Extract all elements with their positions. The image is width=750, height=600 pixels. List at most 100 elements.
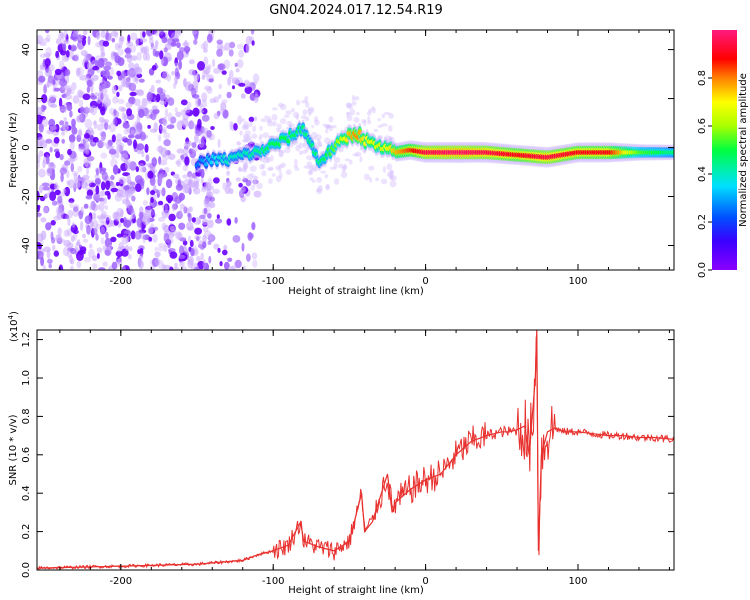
- noise-cell: [201, 74, 206, 80]
- noise-cell: [140, 44, 144, 55]
- noise-cell: [103, 214, 112, 221]
- spread-cell: [386, 163, 393, 171]
- noise-cell: [70, 248, 77, 255]
- noise-cell: [65, 50, 70, 58]
- noise-cell: [246, 81, 254, 88]
- noise-cell: [88, 182, 96, 188]
- noise-cell: [231, 77, 239, 85]
- noise-cell: [237, 115, 243, 125]
- noise-cell: [55, 50, 60, 59]
- noise-cell: [146, 205, 152, 215]
- noise-cell: [150, 259, 154, 265]
- spread-cell: [283, 114, 290, 118]
- spread-cell: [317, 185, 323, 192]
- noise-cell: [129, 181, 136, 187]
- noise-cell: [227, 266, 235, 270]
- noise-cell: [149, 176, 156, 187]
- noise-cell: [176, 148, 185, 154]
- noise-cell: [86, 168, 89, 175]
- spread-cell: [285, 169, 292, 176]
- noise-cell: [176, 50, 184, 61]
- spread-cell: [243, 135, 250, 143]
- noise-cell: [121, 136, 128, 142]
- noise-cell: [105, 30, 109, 41]
- noise-cell: [60, 172, 64, 183]
- noise-cell: [110, 52, 115, 61]
- noise-cell: [147, 225, 154, 235]
- noise-cell: [105, 231, 109, 240]
- y-tick-label: -20: [21, 188, 32, 204]
- noise-cell: [210, 126, 215, 130]
- x-tick-label: 100: [568, 276, 587, 287]
- noise-cell: [157, 134, 162, 142]
- noise-cell: [141, 97, 148, 108]
- noise-cell: [142, 31, 146, 38]
- spread-cell: [382, 166, 386, 173]
- noise-cell: [159, 125, 164, 130]
- noise-cell: [122, 198, 127, 205]
- noise-cell: [72, 208, 80, 217]
- noise-cell: [216, 48, 223, 57]
- colorbar-gradient: [712, 30, 737, 270]
- spread-cell: [276, 123, 282, 130]
- noise-cell: [106, 124, 112, 130]
- noise-cell: [89, 205, 95, 210]
- noise-cell: [86, 225, 91, 235]
- noise-cell: [172, 267, 181, 270]
- noise-cell: [80, 206, 84, 214]
- noise-cell: [212, 58, 216, 68]
- noise-cell: [111, 134, 116, 143]
- noise-cell: [98, 190, 107, 197]
- spread-cell: [388, 172, 393, 180]
- noise-cell: [179, 253, 187, 262]
- noise-cell: [117, 48, 124, 56]
- noise-cell: [97, 215, 105, 220]
- noise-cell: [90, 200, 96, 211]
- noise-cell: [184, 246, 188, 256]
- spread-cell: [252, 125, 257, 133]
- spread-cell: [318, 140, 323, 148]
- x-tick-label: 0: [422, 576, 428, 587]
- noise-cell: [124, 160, 129, 170]
- noise-cell: [116, 91, 120, 98]
- noise-cell: [131, 209, 136, 220]
- noise-cell: [107, 139, 113, 147]
- noise-cell: [226, 218, 232, 226]
- noise-cell: [190, 248, 195, 257]
- noise-cell: [121, 70, 126, 79]
- noise-cell: [223, 59, 231, 70]
- noise-cell: [59, 192, 66, 197]
- noise-cell: [85, 149, 90, 156]
- noise-cell: [68, 134, 76, 143]
- noise-cell: [102, 261, 108, 267]
- spread-cell: [340, 171, 348, 179]
- noise-cell: [148, 208, 155, 216]
- noise-cell: [99, 168, 106, 175]
- noise-cell: [183, 206, 188, 214]
- noise-cell: [172, 38, 180, 43]
- noise-cell: [72, 95, 80, 104]
- noise-cell: [142, 166, 147, 173]
- spread-cell: [368, 108, 373, 113]
- noise-cell: [133, 66, 142, 73]
- noise-cell: [100, 181, 106, 191]
- spread-cell: [244, 130, 251, 137]
- noise-cell: [167, 112, 173, 122]
- noise-cell: [98, 202, 105, 212]
- spread-cell: [303, 165, 308, 169]
- spread-cell: [367, 120, 372, 125]
- noise-cell: [95, 31, 101, 40]
- noise-cell: [193, 187, 201, 195]
- spread-cell: [295, 114, 300, 120]
- x-tick-label: 0: [422, 276, 428, 287]
- y-tick-label: 20: [21, 92, 32, 105]
- noise-cell: [73, 206, 79, 213]
- noise-cell: [60, 31, 64, 39]
- spread-cell: [349, 108, 356, 116]
- noise-cell: [217, 138, 221, 148]
- noise-cell: [110, 236, 117, 243]
- noise-cell: [137, 149, 142, 155]
- noise-cell: [191, 217, 196, 223]
- noise-cell: [223, 261, 230, 270]
- noise-cell: [163, 132, 171, 139]
